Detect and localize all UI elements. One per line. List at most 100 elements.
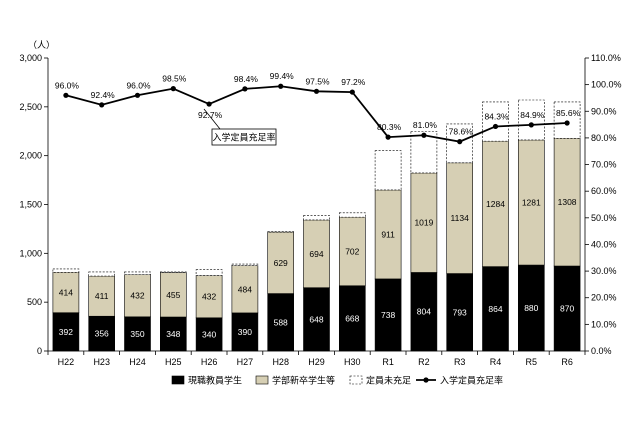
bar-segment-new-graduates	[374, 189, 402, 280]
right-tick-label: 100.0%	[591, 80, 622, 90]
bar-segment-unfilled-quota	[160, 271, 187, 273]
fill-rate-label: 80.3%	[377, 122, 402, 132]
bar-segment-current-teachers	[374, 278, 402, 352]
data-label-current-teachers: 390	[238, 327, 252, 337]
bar-segment-unfilled-quota	[410, 130, 438, 174]
x-tick-label: R3	[454, 357, 466, 367]
bar-segment-new-graduates	[231, 265, 259, 314]
x-tick-label: R1	[382, 357, 394, 367]
fill-rate-label: 85.6%	[556, 108, 581, 118]
fill-rate-point	[457, 139, 463, 145]
bar-segment-unfilled-quota	[88, 271, 115, 277]
x-tick-label: R5	[526, 357, 538, 367]
legend: 現職教員学生 学部新卒学生等 定員未充足 入学定員充足率	[171, 375, 503, 386]
bar-segment-unfilled-quota	[231, 263, 259, 266]
bar-segment-unfilled-quota	[517, 99, 545, 141]
bar-segment-current-teachers	[517, 264, 545, 352]
fill-rate-label: 97.2%	[341, 77, 366, 87]
fill-rate-point	[313, 88, 320, 94]
right-tick-label: 90.0%	[591, 106, 617, 116]
fill-rate-point	[349, 89, 355, 95]
x-tick-label: H23	[93, 357, 110, 367]
legend-swatch	[171, 375, 185, 385]
left-tick-label: 3,000	[19, 53, 42, 63]
fill-rate-point	[242, 86, 248, 92]
legend-label: 定員未充足	[366, 375, 411, 386]
bar-segment-unfilled-quota	[338, 212, 366, 218]
right-tick-label: 10.0%	[591, 319, 617, 329]
data-label-new-graduates: 1284	[486, 199, 505, 209]
fill-rate-label: 97.5%	[305, 76, 330, 86]
data-label-new-graduates: 432	[130, 291, 144, 301]
bar-segment-unfilled-quota	[553, 101, 581, 139]
right-tick-label: 30.0%	[591, 266, 617, 276]
x-tick-label: H22	[58, 357, 75, 367]
data-label-new-graduates: 1019	[414, 218, 433, 228]
data-label-new-graduates: 702	[345, 246, 359, 256]
data-label-current-teachers: 864	[488, 304, 502, 314]
callout-label: 入学定員充足率	[212, 132, 275, 143]
bar-segment-current-teachers	[410, 272, 438, 352]
right-tick-label: 110.0%	[591, 53, 621, 63]
data-label-current-teachers: 356	[95, 329, 109, 339]
x-tick-label: H28	[272, 357, 289, 367]
fill-rate-label: 84.9%	[520, 110, 545, 120]
left-tick-label: 1,500	[19, 200, 42, 210]
bar-segment-new-graduates	[160, 272, 187, 318]
bar-segment-current-teachers	[267, 293, 295, 352]
data-label-current-teachers: 348	[166, 329, 180, 339]
bar-segment-unfilled-quota	[195, 269, 223, 276]
right-tick-label: 60.0%	[591, 186, 617, 196]
left-tick-label: 0	[37, 346, 42, 356]
fill-rate-label: 99.4%	[270, 71, 295, 81]
x-tick-label: R4	[490, 357, 502, 367]
fill-rate-label: 92.4%	[91, 90, 116, 100]
right-axis: 0.0% 10.0% 20.0% 30.0% 40.0% 50.0% 60.0% 70.0% 8…	[584, 53, 622, 356]
bar-segment-current-teachers	[446, 273, 474, 352]
right-tick-label: 70.0%	[591, 160, 617, 170]
x-tick-label: H27	[237, 357, 254, 367]
bar-segment-new-graduates	[195, 275, 223, 319]
data-label-current-teachers: 870	[560, 304, 574, 314]
data-label-new-graduates: 411	[95, 291, 109, 301]
fill-rate-line: 96.0% 92.4% 96.0% 98.5% 92.7% 98.4% 99.4% 97.5%…	[55, 71, 581, 145]
bar-segment-new-graduates	[482, 140, 509, 267]
bar-segment-current-teachers	[88, 315, 115, 352]
left-tick-label: 2,500	[19, 102, 42, 112]
x-tick-label: H26	[201, 357, 218, 367]
x-tick-label: H29	[308, 357, 325, 367]
bar-segment-current-teachers	[303, 287, 330, 352]
data-label-current-teachers: 738	[381, 310, 395, 320]
data-label-new-graduates: 1134	[451, 213, 470, 223]
legend-label: 学部新卒学生等	[272, 375, 335, 386]
data-label-new-graduates: 432	[202, 292, 216, 302]
right-tick-label: 50.0%	[591, 213, 617, 223]
fill-rate-point	[421, 132, 427, 138]
data-label-new-graduates: 629	[274, 258, 288, 268]
fill-rate-label: 92.7%	[198, 110, 223, 120]
bar-segment-current-teachers	[195, 317, 223, 352]
x-axis-labels: H22 H23 H24 H25 H26 H27 H28 H29 H30 R1 R2 R3 R4 R5 R6	[47, 351, 586, 367]
left-tick-label: 500	[27, 297, 42, 307]
right-tick-label: 20.0%	[591, 293, 617, 303]
data-label-new-graduates: 1308	[558, 197, 577, 207]
fill-rate-point	[206, 101, 212, 107]
data-label-new-graduates: 1281	[522, 197, 541, 207]
fill-rate-point	[528, 122, 534, 128]
legend-swatch	[349, 375, 363, 385]
x-tick-label: R2	[418, 357, 430, 367]
fill-rate-label: 98.5%	[162, 74, 187, 84]
fill-rate-point	[278, 83, 284, 89]
bar-segment-current-teachers	[338, 285, 366, 352]
fill-rate-label: 81.0%	[413, 120, 438, 130]
bar-segment-unfilled-quota	[303, 215, 330, 221]
data-label-current-teachers: 350	[130, 329, 144, 339]
fill-rate-point	[492, 123, 499, 130]
fill-rate-point	[99, 102, 105, 108]
bar-segment-new-graduates	[88, 275, 115, 317]
data-label-current-teachers: 880	[524, 303, 538, 313]
bar-segment-new-graduates	[303, 219, 330, 289]
bar-segment-new-graduates	[124, 274, 151, 318]
data-label-new-graduates: 911	[381, 229, 395, 239]
